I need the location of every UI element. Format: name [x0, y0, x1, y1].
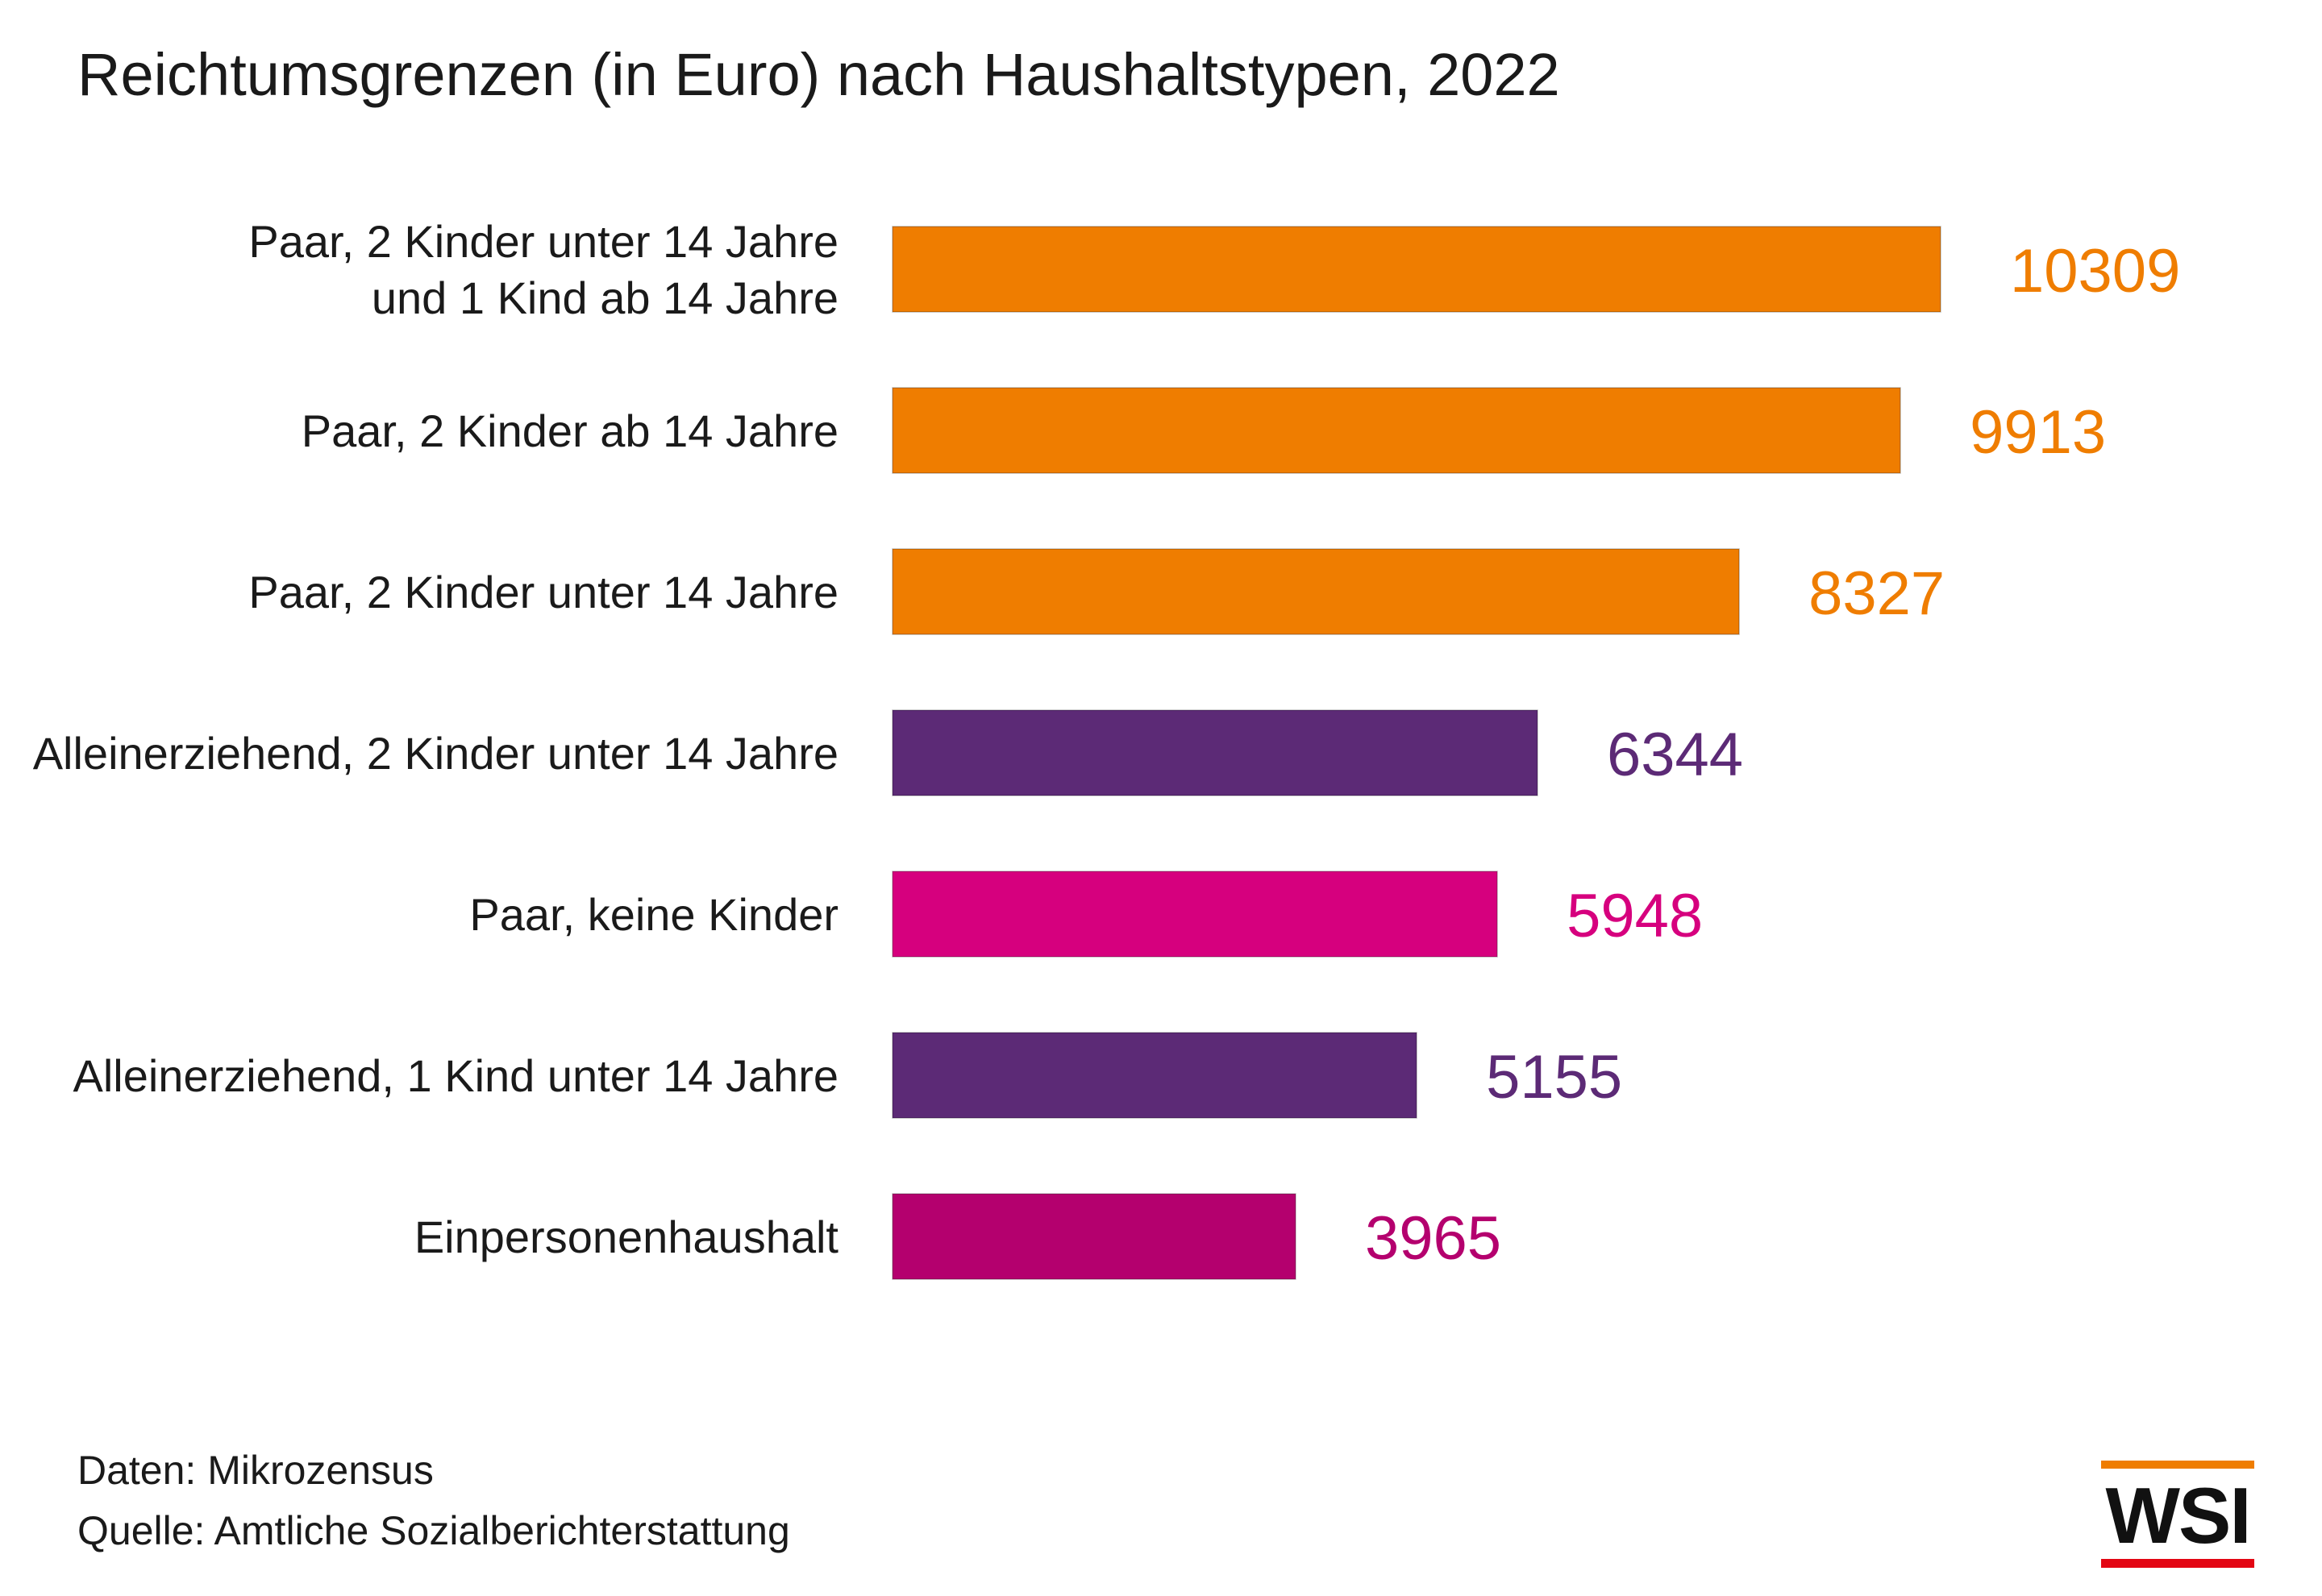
chart-title: Reichtumsgrenzen (in Euro) nach Haushalt… — [77, 41, 1560, 108]
category-label-2: Paar, 2 Kinder unter 14 Jahre — [248, 567, 838, 617]
wsi-logo: WSI — [2101, 1461, 2254, 1568]
source-note: Quelle: Amtliche Sozialberichterstattung — [77, 1508, 790, 1553]
category-label-1: Paar, 2 Kinder ab 14 Jahre — [302, 405, 838, 456]
value-label-6: 3965 — [1365, 1204, 1501, 1273]
value-label-3: 6344 — [1607, 721, 1743, 789]
category-label-0-line-0: Paar, 2 Kinder unter 14 Jahre — [248, 216, 838, 267]
category-label-3: Alleinerziehend, 2 Kinder unter 14 Jahre — [33, 728, 838, 779]
category-label-0-line-1: und 1 Kind ab 14 Jahre — [372, 272, 838, 323]
value-label-2: 8327 — [1808, 559, 1945, 628]
bar-3 — [892, 709, 1538, 796]
bar-4 — [892, 871, 1498, 958]
logo-bottom-bar — [2101, 1559, 2254, 1568]
logo-top-bar — [2101, 1461, 2254, 1469]
category-label-6: Einpersonenhaushalt — [414, 1212, 839, 1262]
category-label-4: Paar, keine Kinder — [469, 889, 838, 940]
bar-1 — [892, 387, 1901, 474]
bar-5 — [892, 1032, 1417, 1119]
value-label-0: 10309 — [2010, 237, 2180, 305]
data-note: Daten: Mikrozensus — [77, 1448, 434, 1493]
bar-0 — [892, 226, 1941, 313]
bar-6 — [892, 1193, 1296, 1280]
value-label-4: 5948 — [1567, 882, 1703, 950]
logo-text: WSI — [2105, 1471, 2251, 1560]
value-label-1: 9913 — [1970, 398, 2106, 467]
category-label-5: Alleinerziehend, 1 Kind unter 14 Jahre — [73, 1050, 838, 1101]
bar-2 — [892, 548, 1740, 635]
value-label-5: 5155 — [1486, 1043, 1622, 1112]
